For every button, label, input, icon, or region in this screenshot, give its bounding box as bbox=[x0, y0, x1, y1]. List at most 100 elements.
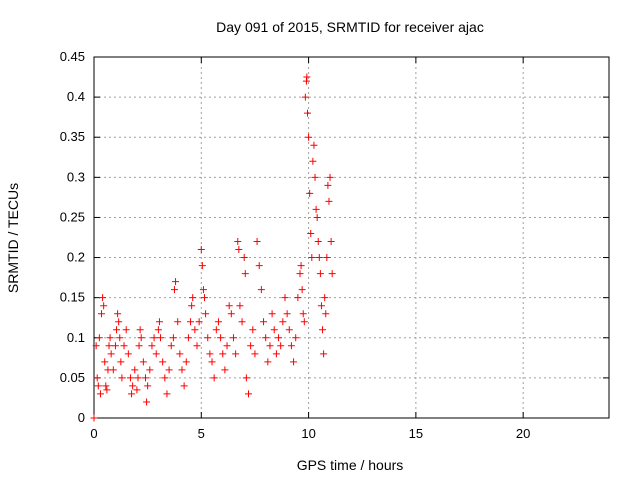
data-point bbox=[176, 350, 184, 358]
data-point bbox=[214, 318, 222, 326]
data-point bbox=[235, 246, 243, 254]
data-point bbox=[120, 342, 128, 350]
data-point bbox=[187, 318, 195, 326]
y-tick-label: 0.05 bbox=[60, 370, 85, 385]
data-point bbox=[303, 73, 311, 81]
data-point bbox=[292, 334, 300, 342]
data-point bbox=[103, 386, 111, 394]
data-point bbox=[316, 270, 324, 278]
data-point bbox=[266, 342, 274, 350]
data-point bbox=[169, 334, 177, 342]
y-tick-label: 0.1 bbox=[67, 330, 85, 345]
data-point bbox=[204, 334, 212, 342]
data-point bbox=[136, 326, 144, 334]
data-point bbox=[148, 342, 156, 350]
data-point bbox=[146, 366, 154, 374]
data-point bbox=[260, 318, 268, 326]
data-point bbox=[327, 238, 335, 246]
data-point bbox=[305, 133, 313, 141]
data-point bbox=[242, 374, 250, 382]
data-point bbox=[102, 382, 110, 390]
data-point bbox=[236, 302, 244, 310]
data-point bbox=[245, 390, 252, 398]
data-point bbox=[223, 342, 231, 350]
data-point bbox=[195, 318, 203, 326]
data-point bbox=[287, 342, 295, 350]
data-point bbox=[264, 358, 272, 366]
data-point bbox=[311, 173, 319, 181]
data-point bbox=[206, 350, 214, 358]
data-point bbox=[117, 358, 125, 366]
data-point bbox=[165, 366, 173, 374]
data-point bbox=[210, 374, 218, 382]
data-point bbox=[227, 310, 235, 318]
data-point bbox=[304, 109, 312, 117]
data-point bbox=[217, 334, 225, 342]
data-point bbox=[152, 350, 160, 358]
data-point bbox=[294, 294, 302, 302]
data-point bbox=[299, 310, 307, 318]
data-point bbox=[170, 286, 178, 294]
y-tick-label: 0.25 bbox=[60, 209, 85, 224]
data-point bbox=[326, 173, 334, 181]
data-point bbox=[212, 326, 220, 334]
data-point bbox=[234, 238, 242, 246]
data-point bbox=[312, 205, 320, 213]
data-point bbox=[324, 181, 332, 189]
data-point bbox=[129, 382, 137, 390]
data-point bbox=[144, 382, 152, 390]
data-point bbox=[106, 334, 114, 342]
data-point bbox=[319, 326, 327, 334]
data-point bbox=[193, 342, 201, 350]
axis-ticks: 0 5 10 15 20 0 0.05 0.1 0.15 0.2 0.25 0.3 0.35 0.4 0.4… bbox=[60, 49, 609, 441]
data-point bbox=[310, 141, 318, 149]
data-point bbox=[251, 350, 259, 358]
data-point bbox=[135, 342, 143, 350]
data-point bbox=[241, 270, 249, 278]
data-point bbox=[134, 374, 142, 382]
data-point bbox=[101, 358, 109, 366]
data-point bbox=[116, 334, 124, 342]
y-tick-label: 0.2 bbox=[67, 250, 85, 265]
data-point bbox=[253, 238, 261, 246]
y-tick-label: 0 bbox=[78, 410, 85, 425]
data-point bbox=[308, 254, 316, 262]
y-tick-label: 0.45 bbox=[60, 49, 85, 64]
data-point bbox=[300, 318, 308, 326]
data-point bbox=[96, 390, 104, 398]
data-point bbox=[197, 246, 205, 254]
data-point bbox=[118, 374, 126, 382]
data-point bbox=[281, 294, 289, 302]
data-point bbox=[323, 254, 331, 262]
data-point bbox=[268, 310, 276, 318]
data-point bbox=[174, 318, 182, 326]
data-points bbox=[90, 73, 336, 422]
data-point bbox=[201, 294, 209, 302]
data-point bbox=[157, 334, 165, 342]
data-point bbox=[107, 350, 115, 358]
data-point bbox=[232, 350, 240, 358]
data-point bbox=[139, 358, 147, 366]
data-point bbox=[126, 374, 134, 382]
data-point bbox=[143, 398, 151, 406]
data-point bbox=[270, 326, 278, 334]
data-point bbox=[133, 386, 141, 394]
data-point bbox=[191, 326, 199, 334]
data-point bbox=[290, 358, 298, 366]
x-tick-label: 10 bbox=[301, 426, 315, 441]
x-tick-label: 5 bbox=[198, 426, 205, 441]
data-point bbox=[240, 254, 248, 262]
data-point bbox=[161, 374, 169, 382]
data-point bbox=[297, 262, 305, 270]
data-point bbox=[272, 350, 280, 358]
data-point bbox=[98, 310, 106, 318]
data-point bbox=[154, 326, 162, 334]
x-axis-title: GPS time / hours bbox=[297, 457, 404, 473]
data-point bbox=[199, 286, 207, 294]
data-point bbox=[178, 366, 186, 374]
y-axis-title: SRMTID / TECUs bbox=[5, 183, 21, 293]
data-point bbox=[163, 390, 171, 398]
data-point bbox=[180, 382, 188, 390]
data-point bbox=[198, 262, 206, 270]
